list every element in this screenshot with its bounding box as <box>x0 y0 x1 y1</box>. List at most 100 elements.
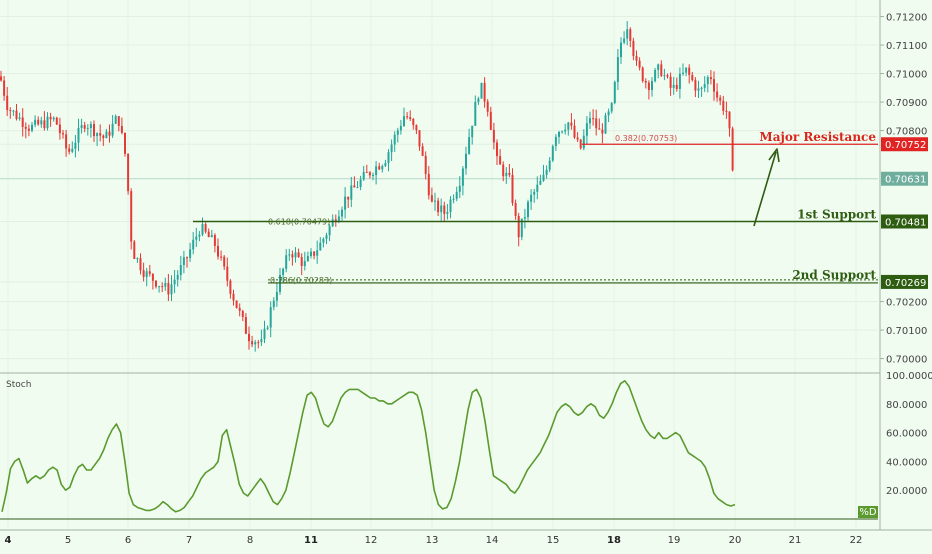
candle[interactable] <box>403 107 405 128</box>
candle[interactable] <box>251 335 254 348</box>
candle[interactable] <box>189 242 192 262</box>
candle[interactable] <box>626 21 629 46</box>
candle[interactable] <box>651 77 653 97</box>
candle[interactable] <box>477 96 480 105</box>
candle[interactable] <box>198 230 201 242</box>
candle[interactable] <box>285 249 288 273</box>
candle[interactable] <box>536 176 539 200</box>
candle[interactable] <box>613 80 616 105</box>
candle[interactable] <box>71 141 74 154</box>
candle[interactable] <box>31 122 33 133</box>
candle[interactable] <box>365 164 368 173</box>
candle[interactable] <box>263 320 266 344</box>
candle[interactable] <box>409 110 412 122</box>
candle[interactable] <box>282 267 285 283</box>
candle[interactable] <box>353 176 356 188</box>
candle[interactable] <box>496 139 498 165</box>
candle[interactable] <box>344 187 347 219</box>
candle[interactable] <box>517 212 520 247</box>
candle[interactable] <box>595 109 598 136</box>
candle[interactable] <box>192 231 195 255</box>
candle[interactable] <box>313 251 316 260</box>
candle[interactable] <box>52 116 55 122</box>
candle[interactable] <box>399 119 402 135</box>
candle[interactable] <box>186 256 188 268</box>
candle[interactable] <box>499 149 502 165</box>
candle[interactable] <box>322 237 325 248</box>
candle[interactable] <box>223 254 226 271</box>
candle[interactable] <box>288 248 291 261</box>
candle[interactable] <box>148 264 151 277</box>
candle[interactable] <box>21 108 24 137</box>
candle[interactable] <box>275 282 278 307</box>
candle[interactable] <box>328 224 331 242</box>
candle[interactable] <box>232 289 235 306</box>
candle[interactable] <box>139 253 142 275</box>
candle[interactable] <box>387 149 390 172</box>
candles[interactable] <box>0 21 734 352</box>
candle[interactable] <box>46 112 49 131</box>
candle[interactable] <box>269 301 272 338</box>
candle[interactable] <box>666 73 669 79</box>
candle[interactable] <box>418 130 421 151</box>
candle[interactable] <box>368 171 371 179</box>
candle[interactable] <box>331 214 334 228</box>
candle[interactable] <box>303 251 306 271</box>
candle[interactable] <box>465 146 467 175</box>
candle[interactable] <box>0 70 2 82</box>
candle[interactable] <box>375 160 378 185</box>
candle[interactable] <box>675 77 678 92</box>
candle[interactable] <box>629 27 632 48</box>
candle[interactable] <box>474 95 477 126</box>
candle[interactable] <box>93 120 95 142</box>
candle[interactable] <box>229 279 232 299</box>
candle[interactable] <box>207 228 210 238</box>
candle[interactable] <box>300 253 303 276</box>
candle[interactable] <box>130 188 133 250</box>
candle[interactable] <box>443 201 446 222</box>
candle[interactable] <box>260 329 263 347</box>
candle[interactable] <box>638 57 641 71</box>
candle[interactable] <box>210 229 213 238</box>
candle[interactable] <box>545 165 548 179</box>
candle[interactable] <box>27 124 30 137</box>
candle[interactable] <box>62 129 64 139</box>
candle[interactable] <box>105 128 108 139</box>
candle[interactable] <box>213 233 216 253</box>
candle[interactable] <box>688 64 691 84</box>
candle[interactable] <box>393 131 396 152</box>
candle[interactable] <box>68 144 71 155</box>
candle[interactable] <box>204 222 207 234</box>
candle[interactable] <box>610 102 613 114</box>
candle[interactable] <box>195 227 198 247</box>
candle[interactable] <box>505 167 508 184</box>
candle[interactable] <box>700 86 703 97</box>
candle[interactable] <box>598 118 601 130</box>
candle[interactable] <box>316 240 319 264</box>
candle[interactable] <box>644 78 647 89</box>
candle[interactable] <box>179 255 182 281</box>
candle[interactable] <box>65 129 68 157</box>
candle[interactable] <box>424 151 427 180</box>
candle[interactable] <box>567 121 570 136</box>
candle[interactable] <box>682 63 684 76</box>
candle[interactable] <box>492 122 495 150</box>
candle[interactable] <box>155 280 157 289</box>
stoch-d-line[interactable] <box>1 380 736 513</box>
candle[interactable] <box>449 196 452 219</box>
candle[interactable] <box>585 116 588 145</box>
candle[interactable] <box>3 76 6 101</box>
candle[interactable] <box>635 50 638 66</box>
candle[interactable] <box>548 156 551 173</box>
candle[interactable] <box>713 71 715 101</box>
candle[interactable] <box>406 112 409 120</box>
candle[interactable] <box>182 250 185 274</box>
candle[interactable] <box>173 270 176 294</box>
candle[interactable] <box>647 80 650 100</box>
candle[interactable] <box>530 189 533 210</box>
candle[interactable] <box>489 106 492 131</box>
candle[interactable] <box>6 86 9 116</box>
candle[interactable] <box>15 103 18 121</box>
candle[interactable] <box>561 130 564 134</box>
